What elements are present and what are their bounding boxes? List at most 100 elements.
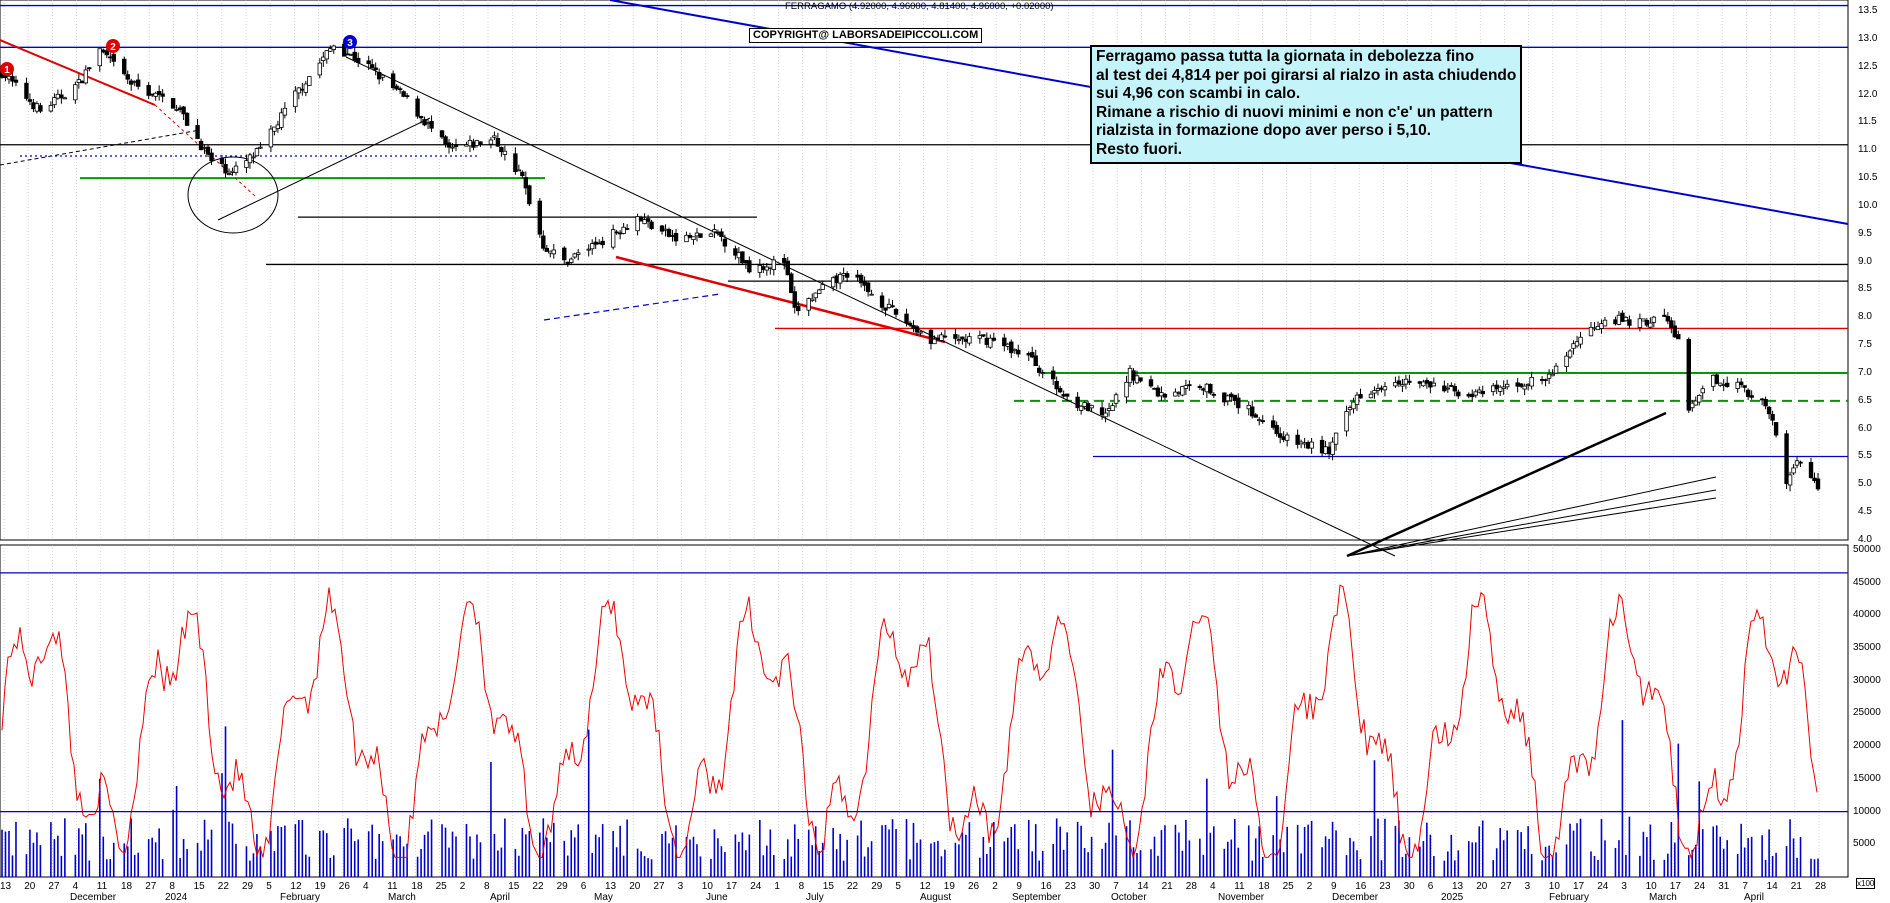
- price-tick-label: 6.0: [1858, 422, 1872, 434]
- candle-body: [621, 226, 626, 234]
- candle-body: [31, 102, 36, 110]
- month-tick-label: March: [1649, 892, 1677, 903]
- candle-body: [1676, 334, 1681, 340]
- price-tick-label: 5.5: [1858, 450, 1872, 462]
- candle-body: [813, 292, 818, 299]
- candle-body: [174, 109, 179, 111]
- candle-body: [13, 79, 19, 83]
- candle-body: [1375, 388, 1381, 391]
- candle-body: [1602, 319, 1608, 327]
- price-tick-label: 4.5: [1858, 506, 1872, 518]
- candle-body: [1110, 405, 1115, 411]
- candle-body: [837, 273, 843, 284]
- candle-body: [1456, 391, 1461, 397]
- day-tick-label: 8: [484, 881, 490, 892]
- candle-body: [1344, 411, 1349, 432]
- day-tick-label: 2: [1306, 881, 1313, 892]
- candle-body: [956, 339, 962, 342]
- candle-body: [1148, 379, 1154, 387]
- day-tick-label: 5: [895, 881, 901, 892]
- candle-body: [1005, 343, 1010, 347]
- day-tick-label: 23: [1379, 881, 1391, 892]
- candle-body: [1641, 318, 1646, 322]
- candle-body: [1197, 386, 1203, 388]
- candle-body: [149, 93, 155, 96]
- candle-body: [181, 106, 186, 115]
- candle-body: [624, 228, 630, 230]
- candle-body: [1134, 375, 1140, 384]
- price-tick-label: 11.0: [1858, 144, 1877, 156]
- candle-body: [1738, 381, 1744, 386]
- candle-body: [1718, 382, 1723, 386]
- candle-body: [328, 48, 333, 52]
- candle-body: [1012, 348, 1017, 352]
- candle-body: [1082, 402, 1087, 407]
- candle-body: [272, 126, 277, 132]
- candle-body: [373, 67, 378, 71]
- candle-body: [1127, 367, 1133, 384]
- fan-line: [1346, 476, 1717, 557]
- candle-body: [1319, 439, 1325, 454]
- candle-body: [321, 56, 326, 61]
- day-tick-label: 17: [726, 881, 738, 892]
- candle-body: [1016, 349, 1021, 355]
- candle-body: [446, 142, 452, 148]
- day-tick-label: 26: [338, 881, 350, 892]
- candle-body: [76, 79, 82, 83]
- candle-body: [1277, 433, 1283, 438]
- candle-body: [380, 74, 385, 78]
- candle-body: [1155, 387, 1161, 397]
- month-tick-label: December: [70, 892, 117, 903]
- day-tick-label: 15: [193, 881, 205, 892]
- candle-body: [230, 170, 235, 173]
- candle-body: [841, 273, 846, 276]
- month-tick-label: December: [1332, 892, 1379, 903]
- trendline-dashed: [0, 129, 201, 166]
- candle-body: [345, 53, 350, 56]
- candle-body: [1424, 380, 1430, 384]
- day-tick-label: 28: [1815, 881, 1827, 892]
- candle-body: [928, 329, 934, 344]
- day-tick-label: 17: [1573, 881, 1585, 892]
- candle-body: [122, 58, 127, 75]
- candle-body: [1529, 376, 1534, 387]
- volume-tick-label: 45000: [1853, 576, 1881, 588]
- price-tick-label: 12.0: [1858, 88, 1878, 100]
- candle-body: [596, 242, 602, 245]
- candle-body: [52, 97, 57, 106]
- candle-body: [1477, 389, 1482, 393]
- candle-body: [761, 266, 766, 270]
- candle-body: [1253, 414, 1258, 418]
- price-tick-label: 4.0: [1858, 534, 1872, 545]
- candle-body: [645, 218, 651, 222]
- candle-body: [1766, 406, 1772, 415]
- day-tick-label: 13: [1452, 881, 1464, 892]
- candle-body: [1302, 442, 1307, 445]
- candle-body: [642, 219, 647, 225]
- candle-body: [1309, 441, 1314, 449]
- candle-body: [209, 152, 214, 162]
- candle-body: [1588, 326, 1594, 337]
- candle-body: [1553, 365, 1559, 374]
- candle-body: [687, 234, 693, 238]
- candle-body: [48, 105, 54, 112]
- volume-panel: [0, 544, 1849, 878]
- candle-body: [1400, 384, 1405, 387]
- candle-body: [764, 266, 770, 271]
- candle-body: [1009, 341, 1014, 354]
- candle-body: [1812, 477, 1817, 482]
- day-tick-label: 30: [1089, 881, 1101, 892]
- candle-body: [740, 251, 745, 264]
- candle-body: [352, 51, 357, 61]
- candle-body: [635, 216, 640, 232]
- candle-body: [1648, 322, 1653, 328]
- price-tick-label: 13.0: [1858, 32, 1878, 44]
- candle-body: [101, 49, 106, 53]
- candle-body: [879, 295, 885, 308]
- price-tick-label: 10.5: [1858, 172, 1878, 184]
- day-tick-label: 22: [217, 881, 229, 892]
- candle-body: [1040, 372, 1045, 375]
- day-tick-label: 12: [290, 881, 302, 892]
- candle-body: [1333, 432, 1339, 445]
- candle-body: [422, 119, 427, 126]
